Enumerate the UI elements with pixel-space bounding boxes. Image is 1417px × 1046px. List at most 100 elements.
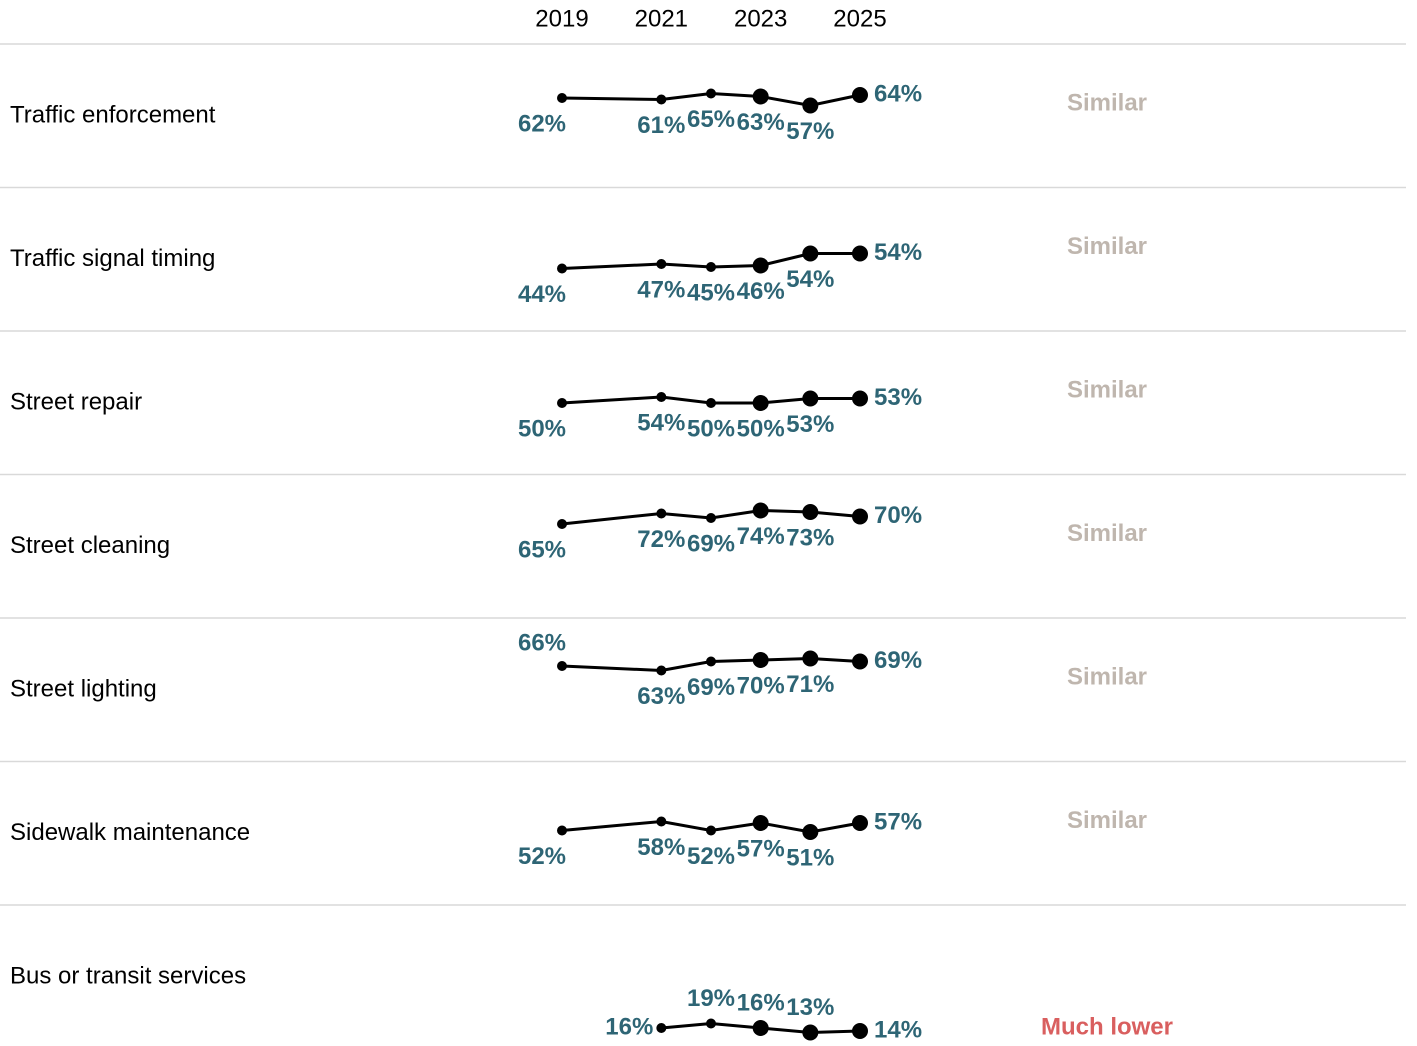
value-label: 72% [637,526,685,553]
point [852,390,868,407]
point [656,1023,667,1033]
point [706,1018,716,1029]
point [557,398,567,408]
row-label: Bus or transit services [10,962,246,989]
value-label: 65% [518,536,566,563]
value-label: 71% [786,671,834,698]
x-tick-label: 2021 [635,5,688,32]
value-label: 69% [874,647,922,674]
point [656,94,667,105]
point [852,815,868,831]
point [752,502,769,519]
point [802,650,819,667]
value-label: 45% [687,279,735,306]
point [706,88,716,99]
point [557,263,567,274]
value-label: 57% [786,118,834,145]
point [852,508,868,525]
value-label: 70% [874,502,922,529]
status: Similar [1067,807,1147,834]
value-label: 69% [687,530,735,557]
point [706,825,716,836]
value-label: 63% [737,109,785,136]
row-label: Street cleaning [10,532,170,559]
point [852,1023,868,1039]
point [557,825,567,836]
point [706,656,716,667]
value-label: 62% [518,110,566,137]
point [706,398,716,408]
status: Similar [1067,89,1147,116]
trend-line [561,508,861,526]
value-label: 63% [637,683,685,710]
point [802,97,819,114]
value-label: 19% [687,985,735,1012]
point [752,257,769,274]
value-label: 13% [786,994,834,1021]
point [752,815,769,831]
point [802,1024,819,1041]
status: Much lower [1041,1013,1173,1040]
row-label: Street lighting [10,675,157,702]
status: Similar [1067,663,1147,690]
value-label: 47% [637,276,685,303]
x-tick-label: 2025 [833,5,886,32]
value-label: 54% [786,266,834,293]
row-label: Street repair [10,388,142,415]
value-label: 51% [786,844,834,871]
point [752,652,769,668]
trend-line [561,819,861,834]
point [706,262,716,272]
value-label: 65% [687,106,735,133]
value-label: 69% [687,674,735,701]
point [557,519,567,529]
value-label: 57% [874,808,922,835]
point [802,504,819,520]
x-tick-label: 2023 [734,5,787,32]
point [802,824,819,840]
status: Similar [1067,376,1147,403]
value-label: 52% [518,843,566,870]
value-label: 57% [737,835,785,862]
value-label: 64% [874,80,922,107]
trend-line [561,252,860,270]
value-label: 66% [518,629,566,656]
value-label: 54% [637,409,685,436]
value-label: 44% [518,281,566,308]
value-label: 74% [737,523,785,550]
value-label: 58% [637,834,685,861]
value-label: 53% [874,384,922,411]
value-label: 14% [874,1016,922,1043]
point [802,245,819,262]
status: Similar [1067,233,1147,260]
value-label: 70% [737,672,785,699]
value-label: 54% [874,239,922,266]
point [802,390,819,407]
point [752,395,769,411]
point [752,88,769,105]
point [852,87,868,103]
trend-line [561,656,861,673]
point [656,665,667,676]
point [656,508,667,519]
value-label: 50% [518,415,566,442]
value-label: 46% [737,278,785,305]
point [557,93,567,103]
point [752,1020,769,1036]
value-label: 50% [737,415,785,442]
value-label: 52% [687,843,735,870]
trend-line [561,395,860,405]
point [656,392,667,402]
point [656,259,667,269]
point [656,816,667,827]
row-label: Traffic signal timing [10,245,215,272]
value-label: 73% [786,524,834,551]
value-label: 16% [737,989,785,1016]
point [706,513,716,523]
point [852,653,868,670]
row-label: Traffic enforcement [10,101,216,128]
point [557,661,567,671]
point [852,245,868,262]
trend-line [561,91,861,108]
